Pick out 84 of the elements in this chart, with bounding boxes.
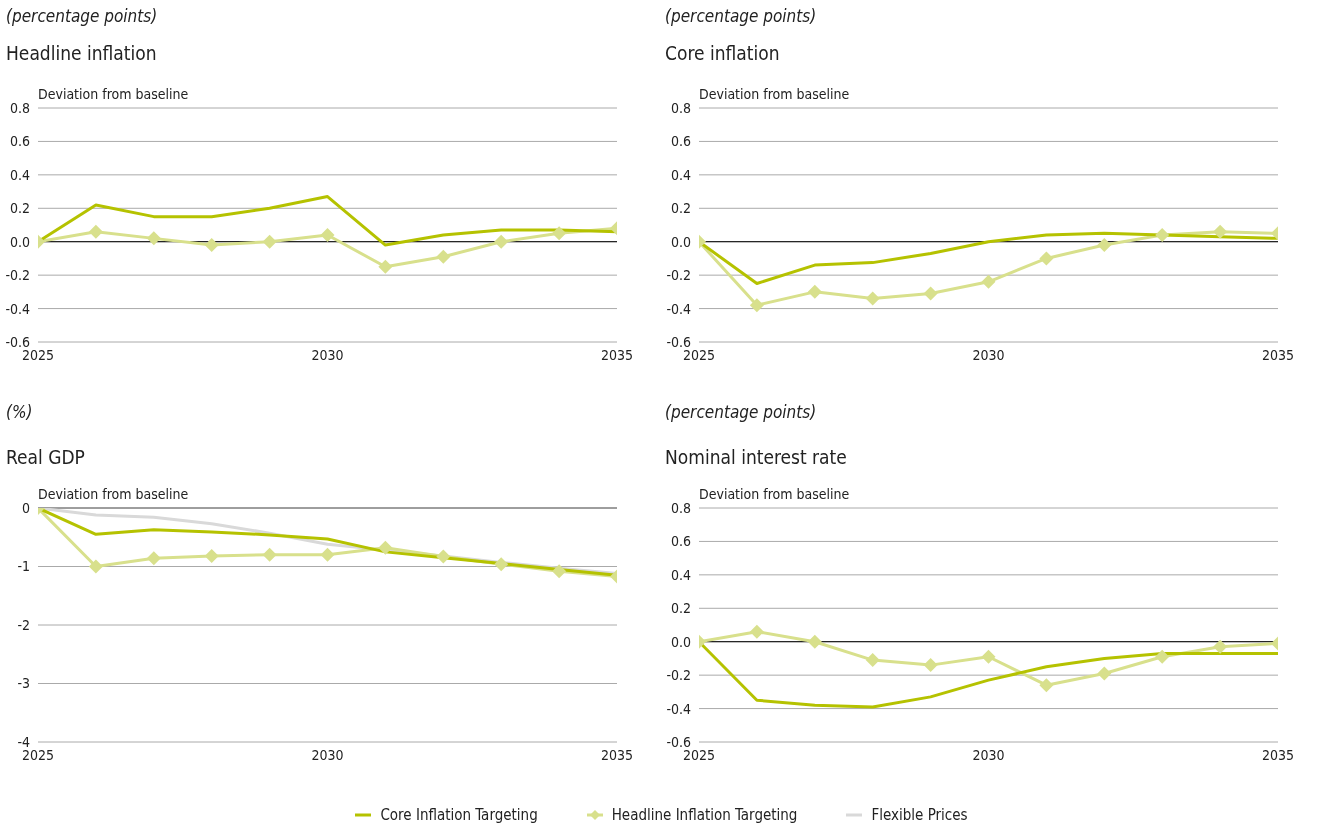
x-tick-label: 2035	[1261, 346, 1295, 363]
y-axis-title: Deviation from baseline	[38, 486, 189, 502]
x-tick-label: 2035	[600, 346, 634, 363]
y-tick-label: 0.2	[9, 200, 30, 217]
point	[320, 228, 335, 243]
point	[1039, 678, 1054, 693]
point	[494, 557, 509, 572]
y-tick-label: 0.4	[9, 166, 30, 183]
y-tick-label: 0.8	[670, 99, 691, 116]
point	[749, 624, 764, 639]
x-tick-label: 2035	[600, 746, 634, 763]
legend-label: Core Inflation Targeting	[380, 806, 538, 824]
point	[1097, 238, 1112, 253]
point	[378, 259, 393, 274]
point	[1155, 649, 1170, 664]
point	[204, 238, 219, 253]
y-tick-label: -2	[17, 616, 30, 633]
x-tick-label: 2030	[972, 346, 1005, 363]
point	[981, 649, 996, 664]
y-tick-label: 0.0	[670, 633, 691, 650]
point	[749, 298, 764, 313]
y-tick-label: 0.4	[670, 166, 691, 183]
x-tick-label: 2030	[972, 746, 1005, 763]
point	[1097, 666, 1112, 681]
point	[1039, 251, 1054, 266]
point	[88, 224, 103, 239]
y-tick-label: 0.6	[9, 133, 30, 150]
chart-title: Core inflation	[665, 42, 780, 64]
y-tick-label: -3	[17, 675, 30, 692]
y-tick-label: 0.8	[9, 99, 30, 116]
point	[923, 286, 938, 301]
point	[981, 274, 996, 289]
point	[807, 634, 822, 649]
legend-label: Flexible Prices	[871, 806, 968, 824]
point	[552, 564, 567, 579]
x-tick-label: 2035	[1261, 746, 1295, 763]
point	[204, 548, 219, 563]
point	[865, 291, 880, 306]
point	[807, 284, 822, 299]
y-tick-label: 0.0	[9, 233, 30, 250]
y-tick-label: -0.2	[666, 267, 691, 284]
point	[865, 653, 880, 668]
chart-subtitle: (percentage points)	[665, 402, 817, 422]
y-axis-title: Deviation from baseline	[699, 86, 850, 102]
point	[436, 249, 451, 264]
point	[436, 549, 451, 564]
x-tick-label: 2030	[311, 746, 344, 763]
y-tick-label: 0.8	[670, 499, 691, 516]
x-tick-label: 2030	[311, 346, 344, 363]
y-tick-label: 0.2	[670, 200, 691, 217]
chart-subtitle: (percentage points)	[6, 6, 158, 26]
point	[1213, 224, 1228, 239]
point	[1155, 228, 1170, 243]
y-tick-label: 0	[21, 499, 30, 516]
y-tick-label: -0.2	[666, 667, 691, 684]
point	[146, 231, 161, 246]
y-tick-label: -0.4	[5, 300, 30, 317]
y-tick-label: 0.0	[670, 233, 691, 250]
point	[494, 234, 509, 249]
point	[262, 547, 277, 562]
y-tick-label: -0.4	[666, 300, 691, 317]
y-tick-label: -1	[17, 558, 30, 575]
chart-subtitle: (%)	[6, 402, 33, 422]
y-tick-label: 0.6	[670, 533, 691, 550]
chart-subtitle: (percentage points)	[665, 6, 817, 26]
point	[146, 551, 161, 566]
point	[88, 559, 103, 574]
point	[378, 540, 393, 555]
chart-title: Real GDP	[6, 446, 85, 468]
point	[262, 234, 277, 249]
point	[1213, 639, 1228, 654]
point	[552, 226, 567, 241]
y-tick-label: 0.6	[670, 133, 691, 150]
point	[320, 547, 335, 562]
chart-title: Nominal interest rate	[665, 446, 847, 468]
point	[923, 658, 938, 673]
y-axis-title: Deviation from baseline	[699, 486, 850, 502]
chart-title: Headline inflation	[6, 42, 157, 64]
y-tick-label: 0.4	[670, 566, 691, 583]
y-tick-label: -0.2	[5, 267, 30, 284]
y-axis-title: Deviation from baseline	[38, 86, 189, 102]
y-tick-label: 0.2	[670, 600, 691, 617]
legend-label: Headline Inflation Targeting	[611, 806, 798, 824]
y-tick-label: -0.4	[666, 700, 691, 717]
